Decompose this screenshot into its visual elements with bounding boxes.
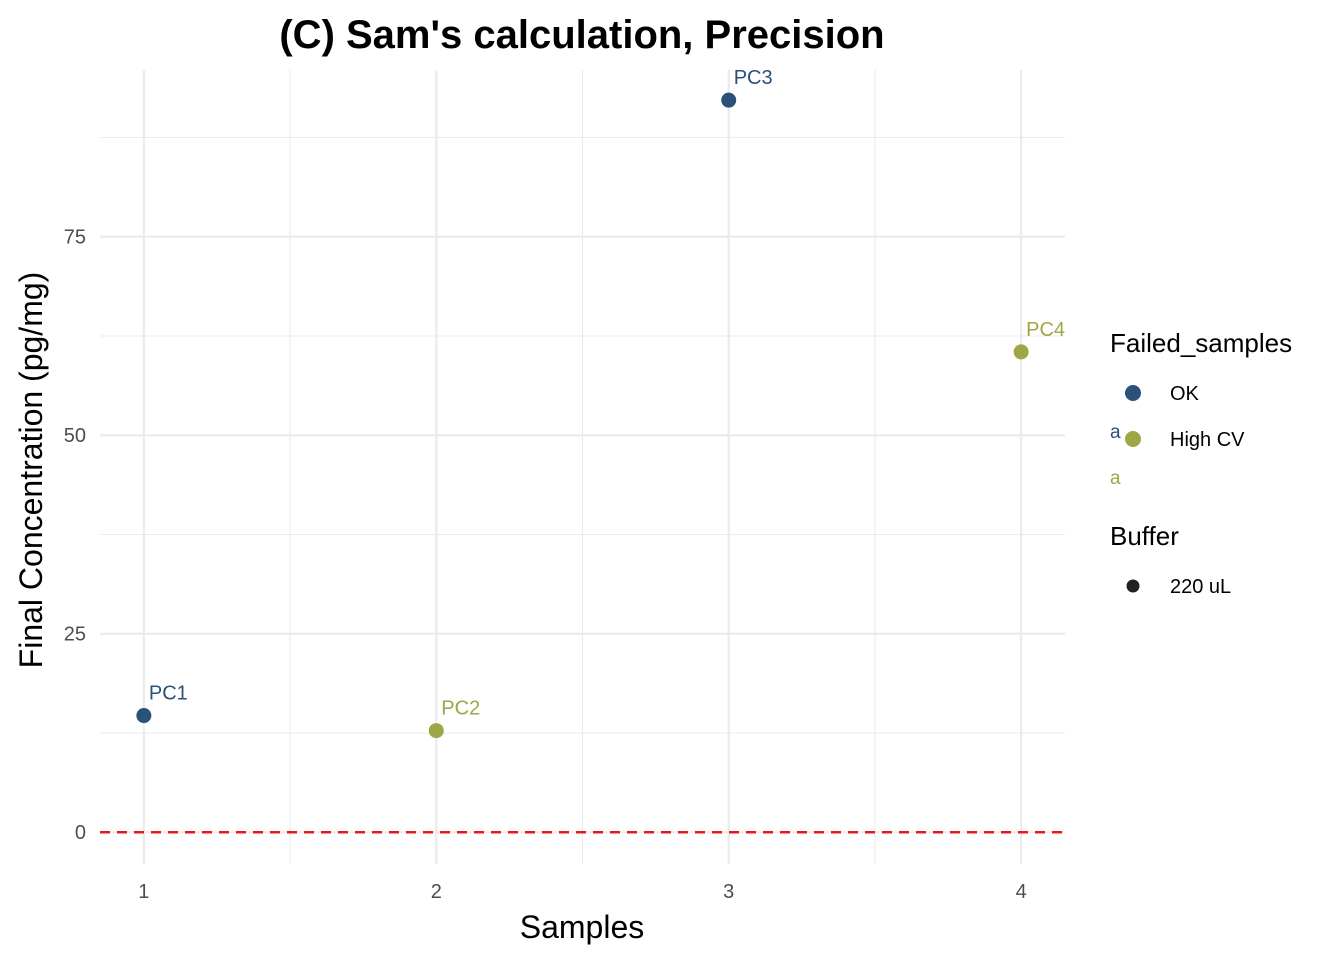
point-labels: PC1 PC2 PC3 PC4 (149, 67, 1065, 719)
legend-key-text: a (1110, 422, 1121, 443)
data-point (428, 723, 444, 739)
x-axis-ticks: 1 2 3 4 (138, 881, 1026, 903)
y-tick-label: 0 (75, 822, 86, 844)
legend-label: 220 uL (1170, 576, 1231, 598)
point-label: PC2 (441, 698, 480, 720)
legend-title: Buffer (1110, 521, 1179, 551)
point-label: PC1 (149, 683, 188, 705)
data-point (721, 92, 737, 108)
y-tick-label: 50 (64, 425, 86, 447)
y-axis-ticks: 0 25 50 75 (64, 227, 86, 844)
legend-key-point (1126, 579, 1140, 593)
legend-key-text: a (1110, 468, 1121, 489)
data-point (136, 708, 152, 724)
grid (100, 70, 1065, 864)
legend-label: OK (1170, 383, 1200, 405)
point-label: PC4 (1026, 319, 1065, 341)
legend-key-point (1125, 431, 1141, 447)
x-tick-label: 3 (723, 881, 734, 903)
y-tick-label: 25 (64, 624, 86, 646)
point-label: PC3 (734, 67, 773, 89)
x-tick-label: 1 (138, 881, 149, 903)
legend-label: High CV (1170, 429, 1245, 451)
data-point (1013, 344, 1029, 360)
x-tick-label: 2 (431, 881, 442, 903)
x-tick-label: 4 (1016, 881, 1027, 903)
y-axis-title: Final Concentration (pg/mg) (13, 272, 49, 669)
legend-key-point (1125, 385, 1141, 401)
x-axis-title: Samples (520, 909, 645, 945)
legend-title: Failed_samples (1110, 328, 1292, 358)
chart-title: (C) Sam's calculation, Precision (279, 13, 884, 57)
data-points (136, 92, 1029, 739)
y-tick-label: 75 (64, 227, 86, 249)
